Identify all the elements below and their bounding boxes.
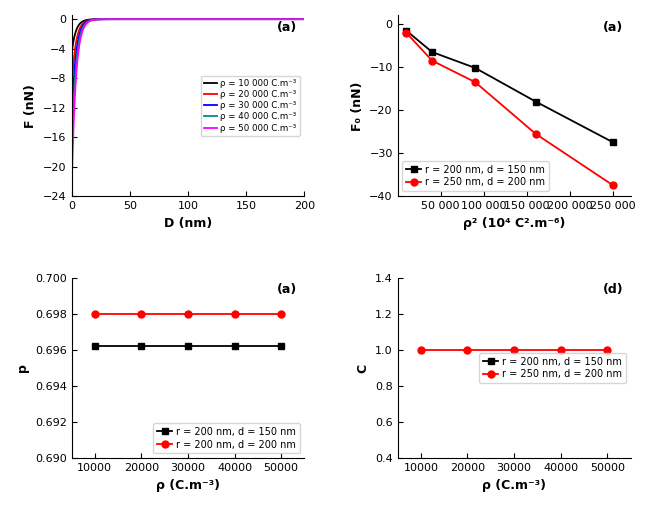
ρ = 50 000 C.m⁻³ <box>157 16 164 22</box>
ρ = 30 000 C.m⁻³ <box>241 16 249 22</box>
Line: ρ = 20 000 C.m⁻³: ρ = 20 000 C.m⁻³ <box>72 19 304 90</box>
ρ = 20 000 C.m⁻³ <box>219 16 227 22</box>
r = 250 nm, d = 200 nm <box>603 347 611 353</box>
ρ = 40 000 C.m⁻³ <box>219 16 227 22</box>
r = 250 nm, d = 200 nm <box>463 347 471 353</box>
r = 250 nm, d = 200 nm <box>428 58 436 64</box>
Text: (a): (a) <box>603 21 623 34</box>
ρ = 30 000 C.m⁻³ <box>259 16 267 22</box>
ρ = 50 000 C.m⁻³ <box>207 16 215 22</box>
Legend: r = 200 nm, d = 150 nm, r = 250 nm, d = 200 nm: r = 200 nm, d = 150 nm, r = 250 nm, d = … <box>480 353 626 383</box>
Legend: r = 200 nm, d = 150 nm, r = 250 nm, d = 200 nm: r = 200 nm, d = 150 nm, r = 250 nm, d = … <box>402 161 549 192</box>
Line: r = 200 nm, d = 150 nm: r = 200 nm, d = 150 nm <box>91 343 285 350</box>
r = 200 nm, d = 150 nm <box>428 49 436 55</box>
ρ = 50 000 C.m⁻³ <box>259 16 267 22</box>
Line: r = 200 nm, d = 150 nm: r = 200 nm, d = 150 nm <box>403 27 617 146</box>
Line: ρ = 30 000 C.m⁻³: ρ = 30 000 C.m⁻³ <box>72 19 304 125</box>
ρ = 20 000 C.m⁻³ <box>300 16 308 22</box>
Legend: ρ = 10 000 C.m⁻³, ρ = 20 000 C.m⁻³, ρ = 30 000 C.m⁻³, ρ = 40 000 C.m⁻³, ρ = 50 0: ρ = 10 000 C.m⁻³, ρ = 20 000 C.m⁻³, ρ = … <box>201 76 300 136</box>
r = 200 nm, d = 200 nm <box>91 311 99 317</box>
r = 200 nm, d = 150 nm <box>402 27 410 33</box>
r = 200 nm, d = 200 nm <box>277 311 285 317</box>
r = 200 nm, d = 200 nm <box>231 311 239 317</box>
ρ = 40 000 C.m⁻³ <box>300 16 308 22</box>
ρ = 40 000 C.m⁻³ <box>207 16 215 22</box>
ρ = 50 000 C.m⁻³ <box>219 16 227 22</box>
r = 250 nm, d = 200 nm <box>556 347 564 353</box>
r = 200 nm, d = 150 nm <box>138 343 146 349</box>
ρ = 10 000 C.m⁻³ <box>241 16 249 22</box>
r = 200 nm, d = 150 nm <box>277 343 285 349</box>
Line: ρ = 10 000 C.m⁻³: ρ = 10 000 C.m⁻³ <box>72 19 304 55</box>
Line: ρ = 50 000 C.m⁻³: ρ = 50 000 C.m⁻³ <box>72 19 304 196</box>
ρ = 20 000 C.m⁻³ <box>207 16 215 22</box>
ρ = 40 000 C.m⁻³ <box>157 16 164 22</box>
ρ = 30 000 C.m⁻³ <box>68 122 75 128</box>
r = 200 nm, d = 200 nm <box>138 311 146 317</box>
ρ = 10 000 C.m⁻³ <box>207 16 215 22</box>
Text: (a): (a) <box>277 283 298 296</box>
ρ = 20 000 C.m⁻³ <box>157 16 164 22</box>
r = 250 nm, d = 200 nm <box>471 79 479 85</box>
r = 250 nm, d = 200 nm <box>510 347 518 353</box>
r = 200 nm, d = 200 nm <box>184 311 192 317</box>
r = 250 nm, d = 200 nm <box>532 131 539 137</box>
r = 200 nm, d = 150 nm <box>231 343 239 349</box>
ρ = 20 000 C.m⁻³ <box>110 16 118 22</box>
Line: r = 200 nm, d = 200 nm: r = 200 nm, d = 200 nm <box>91 310 285 317</box>
ρ = 20 000 C.m⁻³ <box>241 16 249 22</box>
r = 200 nm, d = 150 nm <box>609 140 617 146</box>
ρ = 50 000 C.m⁻³ <box>68 193 75 199</box>
X-axis label: ρ (C.m⁻³): ρ (C.m⁻³) <box>482 479 546 492</box>
Legend: r = 200 nm, d = 150 nm, r = 200 nm, d = 200 nm: r = 200 nm, d = 150 nm, r = 200 nm, d = … <box>153 423 300 454</box>
r = 200 nm, d = 150 nm <box>471 65 479 71</box>
Line: ρ = 40 000 C.m⁻³: ρ = 40 000 C.m⁻³ <box>72 19 304 161</box>
r = 250 nm, d = 200 nm <box>609 182 617 188</box>
ρ = 30 000 C.m⁻³ <box>110 16 118 22</box>
Y-axis label: p: p <box>16 364 29 372</box>
ρ = 40 000 C.m⁻³ <box>110 16 118 22</box>
ρ = 10 000 C.m⁻³ <box>300 16 308 22</box>
Y-axis label: C: C <box>356 364 369 372</box>
ρ = 50 000 C.m⁻³ <box>241 16 249 22</box>
ρ = 10 000 C.m⁻³ <box>157 16 164 22</box>
Line: r = 250 nm, d = 200 nm: r = 250 nm, d = 200 nm <box>403 29 617 189</box>
ρ = 40 000 C.m⁻³ <box>68 158 75 164</box>
r = 250 nm, d = 200 nm <box>402 29 410 36</box>
ρ = 50 000 C.m⁻³ <box>300 16 308 22</box>
X-axis label: D (nm): D (nm) <box>164 217 212 230</box>
r = 200 nm, d = 150 nm <box>184 343 192 349</box>
Y-axis label: F₀ (nN): F₀ (nN) <box>350 81 363 130</box>
r = 250 nm, d = 200 nm <box>417 347 425 353</box>
ρ = 30 000 C.m⁻³ <box>219 16 227 22</box>
ρ = 40 000 C.m⁻³ <box>241 16 249 22</box>
ρ = 30 000 C.m⁻³ <box>207 16 215 22</box>
ρ = 10 000 C.m⁻³ <box>219 16 227 22</box>
Line: r = 250 nm, d = 200 nm: r = 250 nm, d = 200 nm <box>417 347 611 353</box>
r = 200 nm, d = 150 nm <box>91 343 99 349</box>
ρ = 20 000 C.m⁻³ <box>68 87 75 93</box>
r = 200 nm, d = 150 nm <box>532 98 539 105</box>
X-axis label: ρ (C.m⁻³): ρ (C.m⁻³) <box>156 479 220 492</box>
ρ = 10 000 C.m⁻³ <box>68 52 75 58</box>
ρ = 30 000 C.m⁻³ <box>300 16 308 22</box>
Text: (a): (a) <box>277 21 298 34</box>
ρ = 10 000 C.m⁻³ <box>110 16 118 22</box>
X-axis label: ρ² (10⁴ C².m⁻⁶): ρ² (10⁴ C².m⁻⁶) <box>463 217 566 230</box>
ρ = 40 000 C.m⁻³ <box>259 16 267 22</box>
ρ = 30 000 C.m⁻³ <box>157 16 164 22</box>
Y-axis label: F (nN): F (nN) <box>25 84 38 128</box>
ρ = 50 000 C.m⁻³ <box>110 16 118 22</box>
ρ = 20 000 C.m⁻³ <box>259 16 267 22</box>
ρ = 10 000 C.m⁻³ <box>259 16 267 22</box>
Text: (d): (d) <box>603 283 623 296</box>
